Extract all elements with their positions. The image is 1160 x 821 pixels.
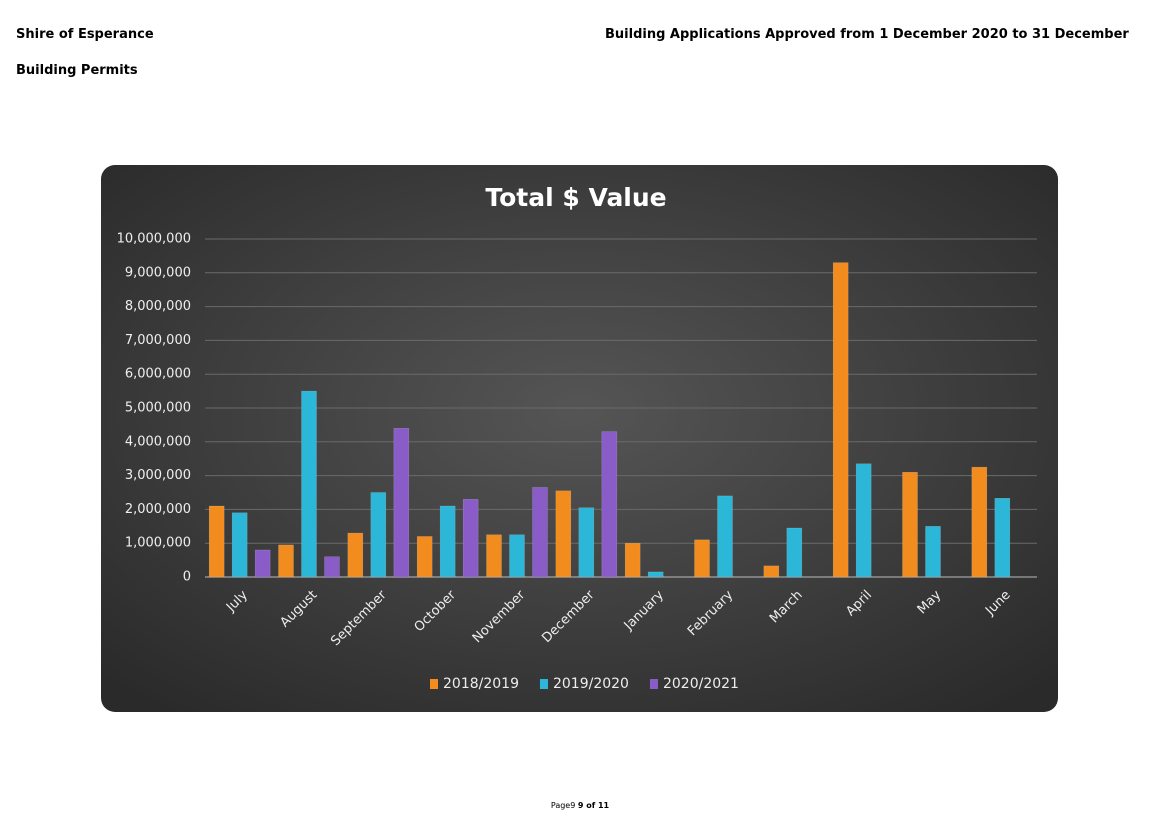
- legend-marker: [430, 679, 438, 689]
- organisation: Shire of Esperance: [16, 27, 154, 42]
- footer: Page9 9 of 11: [0, 801, 1160, 810]
- y-tick-label: 10,000,000: [117, 232, 191, 247]
- y-tick-label: 1,000,000: [125, 536, 191, 551]
- y-tick-label: 9,000,000: [125, 265, 191, 280]
- legend-marker: [539, 679, 548, 689]
- y-tick-label: 5,000,000: [125, 401, 191, 416]
- bar: [462, 499, 479, 578]
- footer-label: Page9: [550, 801, 576, 810]
- y-tick-label: 0: [183, 570, 191, 585]
- chart: Total $ Value 0 1,000,000 2,000,000 3,000,0…: [101, 165, 1058, 712]
- bar: [509, 534, 525, 578]
- y-tick-label: 2,000,000: [125, 502, 191, 517]
- bar: [971, 466, 988, 578]
- bar: [393, 428, 410, 578]
- bar: [439, 505, 456, 578]
- y-tick-label: 7,000,000: [125, 333, 191, 348]
- bar: [624, 542, 641, 578]
- section-title: Building Permits: [16, 63, 138, 78]
- bar: [486, 534, 502, 578]
- bar: [694, 539, 710, 578]
- bar: [370, 492, 387, 578]
- page-number: 9 of 11: [577, 801, 610, 810]
- bar: [647, 571, 664, 578]
- bar: [763, 565, 780, 578]
- bar: [254, 549, 271, 578]
- legend-label: 2019/2020: [553, 676, 629, 692]
- bar: [278, 544, 294, 578]
- bar: [994, 497, 1011, 578]
- bar: [578, 507, 595, 578]
- bar: [786, 527, 803, 578]
- chart-title: Total $ Value: [485, 183, 666, 212]
- chart-panel: [101, 165, 1058, 712]
- bar: [347, 532, 364, 578]
- legend-label: 2020/2021: [663, 676, 739, 692]
- y-tick-label: 6,000,000: [125, 367, 191, 382]
- bar: [555, 490, 572, 578]
- bar: [717, 495, 733, 578]
- bar: [301, 390, 317, 578]
- report-title: Building Applications Approved from 1 De…: [605, 27, 1129, 42]
- y-tick-label: 3,000,000: [125, 468, 191, 483]
- bar: [902, 471, 918, 578]
- bar: [231, 512, 248, 578]
- legend-label: 2018/2019: [443, 676, 519, 692]
- y-tick-label: 4,000,000: [125, 434, 191, 449]
- bar: [208, 505, 225, 578]
- bar: [855, 463, 872, 578]
- bar: [324, 556, 340, 578]
- bar: [601, 431, 618, 578]
- bar: [925, 526, 941, 578]
- legend-marker: [649, 679, 658, 689]
- bar: [532, 487, 548, 578]
- bar: [416, 536, 433, 578]
- y-tick-label: 8,000,000: [125, 299, 191, 314]
- bar: [832, 262, 849, 578]
